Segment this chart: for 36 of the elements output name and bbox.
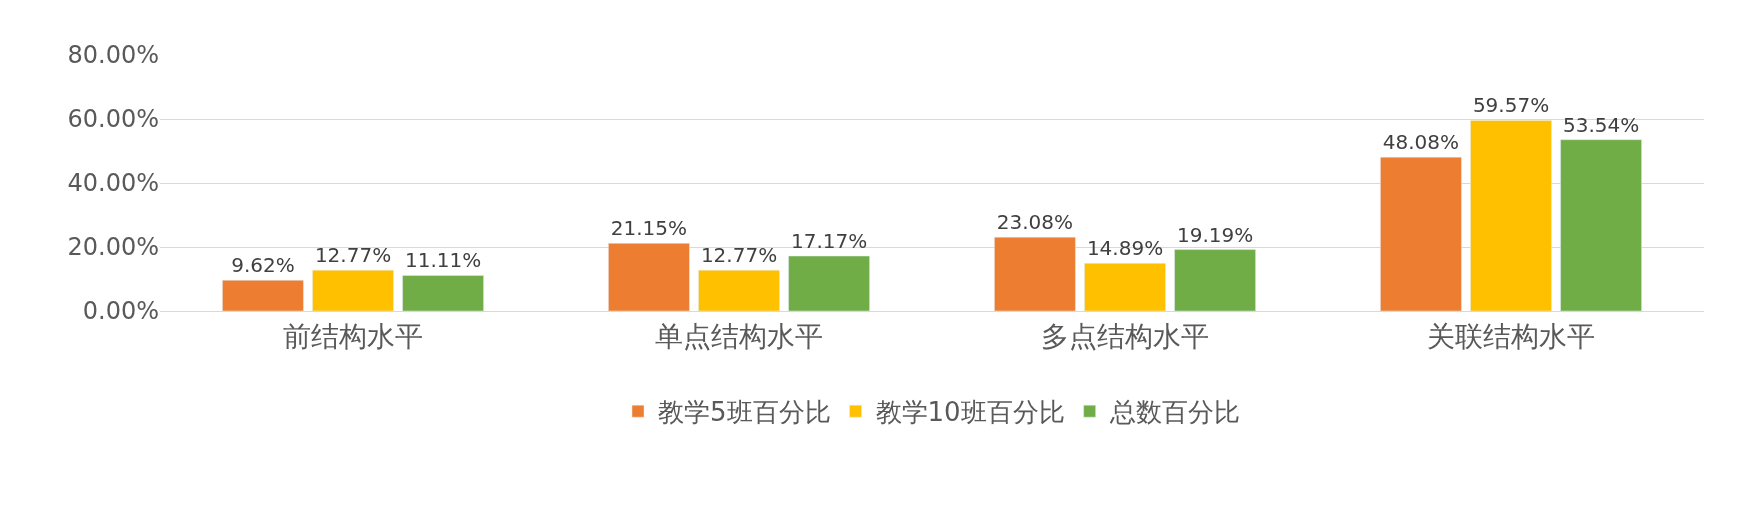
bar xyxy=(698,269,780,311)
bar xyxy=(1470,120,1552,311)
x-tick-label: 多点结构水平 xyxy=(1041,319,1209,353)
bar xyxy=(608,243,690,311)
bar xyxy=(1174,249,1256,311)
x-tick-label: 单点结构水平 xyxy=(655,319,823,353)
y-tick-label: 0.00% xyxy=(82,297,159,326)
y-tick-label: 80.00% xyxy=(67,41,159,70)
legend-label: 教学5班百分比 xyxy=(658,397,831,428)
bar xyxy=(994,236,1076,311)
data-label: 59.57% xyxy=(1472,93,1550,118)
data-label: 11.11% xyxy=(404,248,482,273)
data-label: 14.89% xyxy=(1086,236,1164,261)
data-label: 21.15% xyxy=(610,216,688,241)
data-label: 23.08% xyxy=(996,210,1074,235)
x-tick-label: 前结构水平 xyxy=(283,319,423,353)
legend-label: 教学10班百分比 xyxy=(875,397,1065,428)
bar xyxy=(402,275,484,311)
data-label: 19.19% xyxy=(1176,222,1254,247)
y-tick-label: 40.00% xyxy=(67,169,159,198)
bar xyxy=(222,279,304,311)
bar xyxy=(1084,263,1166,311)
data-label: 9.62% xyxy=(231,253,295,278)
data-label: 12.77% xyxy=(700,243,778,268)
legend-label: 总数百分比 xyxy=(1108,397,1240,428)
data-label: 17.17% xyxy=(790,229,868,254)
y-tick-label: 60.00% xyxy=(67,105,159,134)
data-label: 12.77% xyxy=(314,243,392,268)
bar xyxy=(1380,156,1462,311)
bar xyxy=(1560,139,1642,311)
y-tick-label: 20.00% xyxy=(67,233,159,262)
data-label: 48.08% xyxy=(1382,130,1460,155)
bar xyxy=(788,255,870,311)
x-tick-label: 关联结构水平 xyxy=(1427,319,1595,353)
bar xyxy=(312,269,394,311)
data-label: 53.54% xyxy=(1562,112,1640,137)
